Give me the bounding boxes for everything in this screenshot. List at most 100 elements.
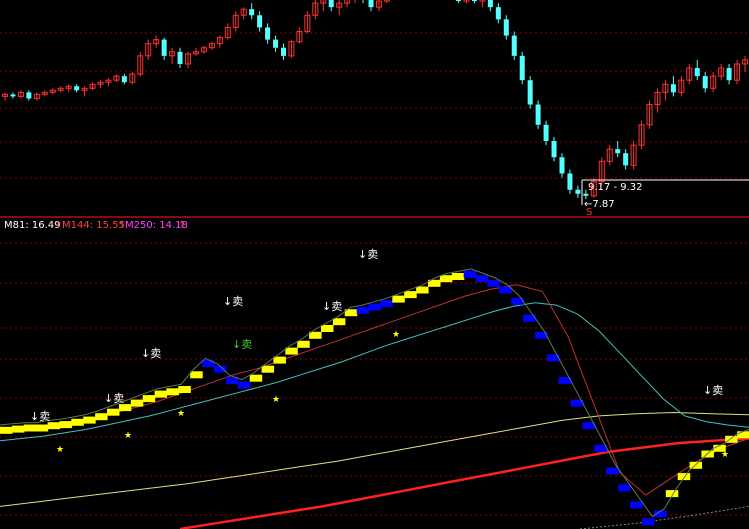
candle-body-down [527,80,533,105]
candle-body-up [153,39,160,45]
star-marker: ★ [124,431,132,441]
candle-body-up [208,43,215,49]
step-block-down [642,518,655,526]
step-block-down [618,484,631,492]
candle-body-up [113,75,120,81]
step-block-up [130,399,144,407]
ma-yellow-line [0,411,749,507]
low-label: ←7.87 [584,199,615,210]
candle-body-up [97,81,104,85]
candle-body-down [10,94,16,97]
candle-body-down [535,104,541,125]
candle-body-up [17,91,24,97]
candle-body-down [121,76,127,83]
step-block-down [582,422,596,430]
candle-body-up [718,67,725,77]
candle-body-down [702,76,708,89]
candle-body-down [623,153,629,166]
step-block-up [689,461,703,469]
step-block-up [451,273,465,280]
step-block-down [356,306,370,314]
candle-body-up [200,47,207,53]
candle-body-up [479,0,486,2]
candle-body-down [495,7,501,20]
candle-body-down [257,15,263,28]
step-block-down [214,365,227,373]
star-marker: ★ [392,330,400,340]
candle-body-up [137,55,144,75]
step-block-up [11,425,25,433]
step-block-up [107,408,120,416]
candle-body-down [503,19,509,36]
step-block-up [404,291,417,299]
candle-body-up [463,0,470,2]
star-marker: ★ [177,409,185,419]
candle-body-down [575,189,581,194]
legend-m250-arrow: ↑ [178,220,186,231]
candle-body-up [686,67,693,81]
step-block-up [439,275,453,283]
step-block-up [83,416,96,424]
ma-red-thick-line [179,437,749,529]
step-block-up [297,340,310,348]
sell-signal: ↓卖 [703,384,723,397]
candle-body-up [710,75,717,89]
candle-body-up [129,73,136,83]
step-block-up [47,422,61,430]
candle-body-up [646,104,653,126]
candle-body-up [192,51,199,55]
candle-body-up [734,63,741,81]
candle-body-down [670,84,676,93]
step-block-up [190,371,203,379]
candle-body-up [344,0,351,4]
step-block-up [23,424,37,432]
star-marker: ★ [721,450,729,460]
step-block-up [392,295,405,303]
candle-body-up [41,91,48,95]
step-block-up [178,386,191,393]
step-block-down [606,467,619,475]
candle-body-up [304,14,311,33]
step-block-down [487,279,500,287]
candle-body-down [694,68,700,77]
step-block-up [665,490,679,498]
range-label: 9.17 - 9.32 [588,182,643,193]
legend-m144-arrow: ↑ [118,220,126,231]
candle-body-down [583,193,589,196]
step-block-up [416,286,429,294]
candle-body-up [224,26,231,39]
step-block-down [523,314,536,322]
step-block-up [35,424,49,432]
legend-m144: M144: 15.55 [62,220,125,231]
step-block-down [653,510,667,518]
step-block-up [59,421,72,429]
sell-signal: ↓卖 [30,410,50,423]
candle-body-down [265,27,271,40]
candle-body-down [543,124,549,142]
step-block-up [332,318,346,326]
candle-body-up [598,160,605,183]
candle-body-down [551,141,557,158]
step-block-up [725,435,738,443]
step-block-up [118,404,132,412]
candle-body-up [288,41,295,57]
candle-body-down [368,0,374,8]
candle-body-up [383,0,390,2]
candle-body-up [185,53,192,65]
grid-layer [0,32,749,516]
candle-body-up [638,124,645,146]
step-block-down [463,270,477,278]
candle-body-up [662,83,669,93]
step-block-up [249,374,263,382]
candle-body-down [74,86,80,91]
candle-body-down [177,51,183,64]
candle-body-up [312,2,319,16]
ma-gray-line [579,505,749,529]
candle-body-up [169,51,176,57]
step-block-up [321,325,334,332]
step-block-down [570,399,584,407]
candle-body-up [232,14,239,28]
legend-m81: M81: 16.49 [4,220,61,231]
